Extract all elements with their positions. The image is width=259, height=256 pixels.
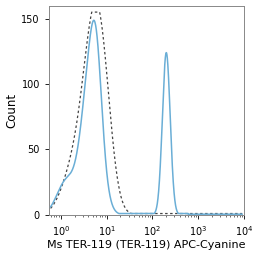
Y-axis label: Count: Count	[5, 93, 19, 128]
X-axis label: Ms TER-119 (TER-119) APC-Cyanine: Ms TER-119 (TER-119) APC-Cyanine	[47, 240, 246, 250]
